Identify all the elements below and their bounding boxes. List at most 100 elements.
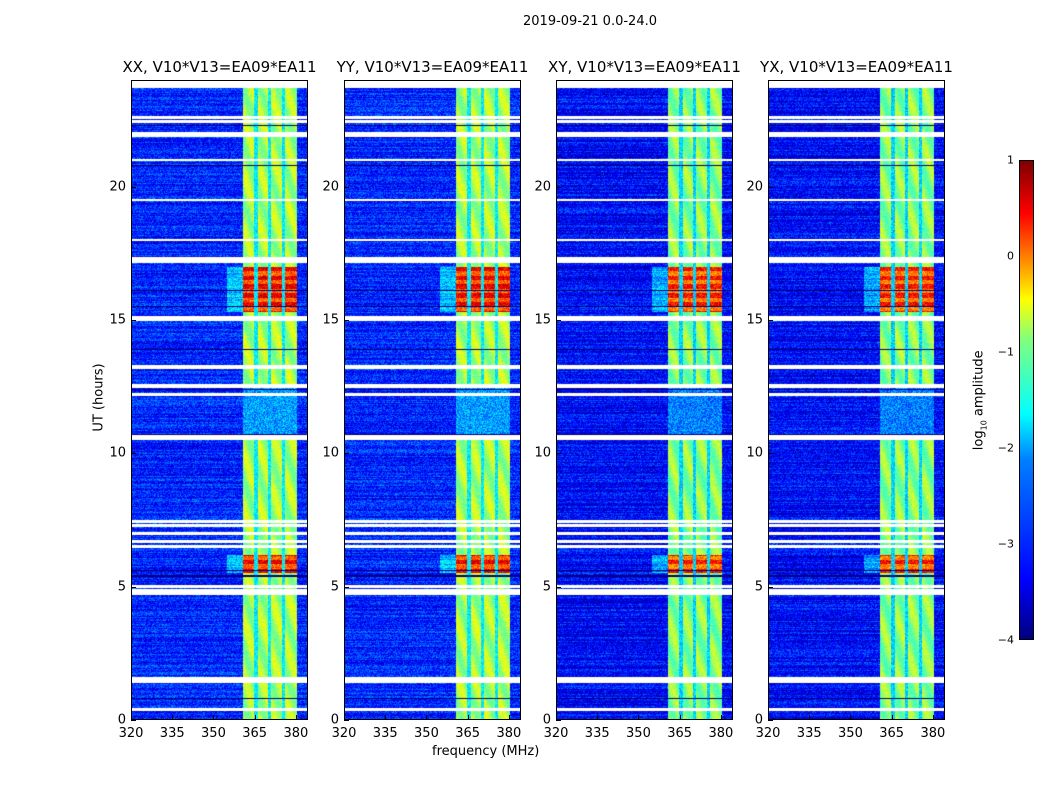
y-tick-label: 5 bbox=[542, 579, 551, 595]
y-tick-mark bbox=[768, 720, 773, 721]
y-tick-mark bbox=[131, 720, 136, 721]
x-tick-mark bbox=[172, 715, 174, 720]
y-tick-mark bbox=[768, 320, 773, 321]
y-tick-label: 5 bbox=[117, 579, 126, 595]
colorbar-tick-label: −1 bbox=[997, 345, 1014, 359]
panel-title: YX, V10*V13=EA09*EA11 bbox=[760, 58, 953, 76]
heatmap-yy bbox=[344, 80, 521, 720]
figure-title: 2019-09-21 0.0-24.0 bbox=[523, 14, 657, 29]
x-tick-label: 365 bbox=[667, 726, 693, 741]
y-tick-label: 15 bbox=[746, 312, 763, 328]
y-tick-mark bbox=[131, 453, 136, 455]
x-tick-label: 350 bbox=[201, 726, 226, 741]
x-tick-mark bbox=[213, 715, 215, 720]
x-tick-label: 320 bbox=[118, 726, 144, 741]
colorbar-tick-label: −3 bbox=[997, 537, 1014, 551]
y-tick-label: 15 bbox=[534, 312, 551, 328]
y-tick-mark bbox=[556, 453, 561, 455]
y-tick-mark bbox=[556, 586, 561, 588]
x-tick-mark bbox=[426, 715, 428, 720]
x-tick-label: 350 bbox=[838, 726, 863, 741]
y-tick-label: 20 bbox=[534, 179, 551, 195]
panel-yx: YX, V10*V13=EA09*EA11 320 335 350 365 380 0 5 1… bbox=[746, 58, 952, 741]
panel-xy: XY, V10*V13=EA09*EA11 320 335 350 365 380 0 5 1… bbox=[534, 58, 740, 741]
y-tick-mark bbox=[344, 186, 349, 188]
x-tick-label: 335 bbox=[796, 726, 822, 741]
x-tick-mark bbox=[385, 715, 387, 720]
x-tick-label: 365 bbox=[879, 726, 905, 741]
y-tick-label: 10 bbox=[322, 445, 339, 461]
y-tick-mark bbox=[768, 586, 773, 588]
x-tick-mark bbox=[809, 715, 811, 720]
x-tick-label: 365 bbox=[242, 726, 268, 741]
y-tick-label: 0 bbox=[542, 712, 551, 728]
y-tick-mark bbox=[131, 320, 136, 321]
x-tick-label: 350 bbox=[414, 726, 439, 741]
x-tick-label: 380 bbox=[920, 726, 946, 741]
colorbar-tick-label: 1 bbox=[1007, 153, 1014, 167]
colorbar-tick-label: 0 bbox=[1007, 249, 1014, 263]
y-tick-mark bbox=[768, 453, 773, 455]
y-tick-mark bbox=[556, 186, 561, 188]
y-tick-mark bbox=[344, 320, 349, 321]
colorbar-tick-label: −2 bbox=[997, 441, 1014, 455]
y-axis-label: UT (hours) bbox=[91, 363, 107, 432]
panel-title: YY, V10*V13=EA09*EA11 bbox=[336, 58, 529, 76]
x-tick-label: 320 bbox=[755, 726, 781, 741]
y-tick-label: 15 bbox=[109, 312, 126, 328]
y-tick-mark bbox=[344, 586, 349, 588]
panel-title: XY, V10*V13=EA09*EA11 bbox=[548, 58, 741, 76]
y-tick-label: 10 bbox=[534, 445, 551, 461]
y-tick-mark bbox=[131, 186, 136, 188]
x-tick-label: 320 bbox=[331, 726, 357, 741]
heatmap-yx bbox=[768, 80, 945, 720]
x-tick-mark bbox=[932, 715, 934, 720]
x-tick-label: 365 bbox=[455, 726, 481, 741]
y-tick-label: 20 bbox=[109, 179, 126, 195]
panel-yy: YY, V10*V13=EA09*EA11 320 335 350 365 380 0 5 1… bbox=[322, 58, 528, 741]
panel-xx: XX, V10*V13=EA09*EA11 320 335 350 365 380 0 5 1… bbox=[109, 58, 316, 741]
x-tick-mark bbox=[638, 715, 640, 720]
x-tick-label: 335 bbox=[159, 726, 185, 741]
y-tick-mark bbox=[131, 586, 136, 588]
heatmap-xx bbox=[131, 80, 308, 720]
x-tick-mark bbox=[344, 715, 345, 720]
y-tick-mark bbox=[344, 453, 349, 455]
x-tick-label: 320 bbox=[543, 726, 569, 741]
colorbar-tick-label: −4 bbox=[997, 633, 1014, 647]
x-tick-mark bbox=[679, 715, 681, 720]
y-tick-label: 5 bbox=[330, 579, 339, 595]
y-tick-mark bbox=[556, 720, 561, 721]
x-tick-label: 350 bbox=[626, 726, 651, 741]
y-tick-label: 15 bbox=[322, 312, 339, 328]
x-tick-mark bbox=[295, 715, 297, 720]
x-tick-label: 380 bbox=[708, 726, 734, 741]
x-axis-label: frequency (MHz) bbox=[432, 744, 540, 759]
panel-title: XX, V10*V13=EA09*EA11 bbox=[122, 58, 317, 76]
y-tick-label: 10 bbox=[109, 445, 126, 461]
x-tick-mark bbox=[556, 715, 557, 720]
y-tick-label: 20 bbox=[746, 179, 763, 195]
x-tick-mark bbox=[597, 715, 599, 720]
y-tick-label: 0 bbox=[330, 712, 339, 728]
y-tick-label: 20 bbox=[322, 179, 339, 195]
y-tick-label: 0 bbox=[117, 712, 126, 728]
y-tick-mark bbox=[556, 320, 561, 321]
y-tick-label: 5 bbox=[754, 579, 763, 595]
x-tick-label: 380 bbox=[283, 726, 309, 741]
y-tick-label: 0 bbox=[754, 712, 763, 728]
x-tick-mark bbox=[508, 715, 510, 720]
y-tick-label: 10 bbox=[746, 445, 763, 461]
x-tick-mark bbox=[467, 715, 469, 720]
x-tick-mark bbox=[254, 715, 256, 720]
x-tick-label: 335 bbox=[372, 726, 398, 741]
x-tick-label: 380 bbox=[496, 726, 522, 741]
x-tick-label: 335 bbox=[584, 726, 610, 741]
y-tick-mark bbox=[344, 720, 349, 721]
x-tick-mark bbox=[891, 715, 893, 720]
x-tick-mark bbox=[850, 715, 852, 720]
x-tick-mark bbox=[768, 715, 769, 720]
x-tick-mark bbox=[720, 715, 722, 720]
colorbar-label: log10 amplitude bbox=[971, 350, 989, 451]
